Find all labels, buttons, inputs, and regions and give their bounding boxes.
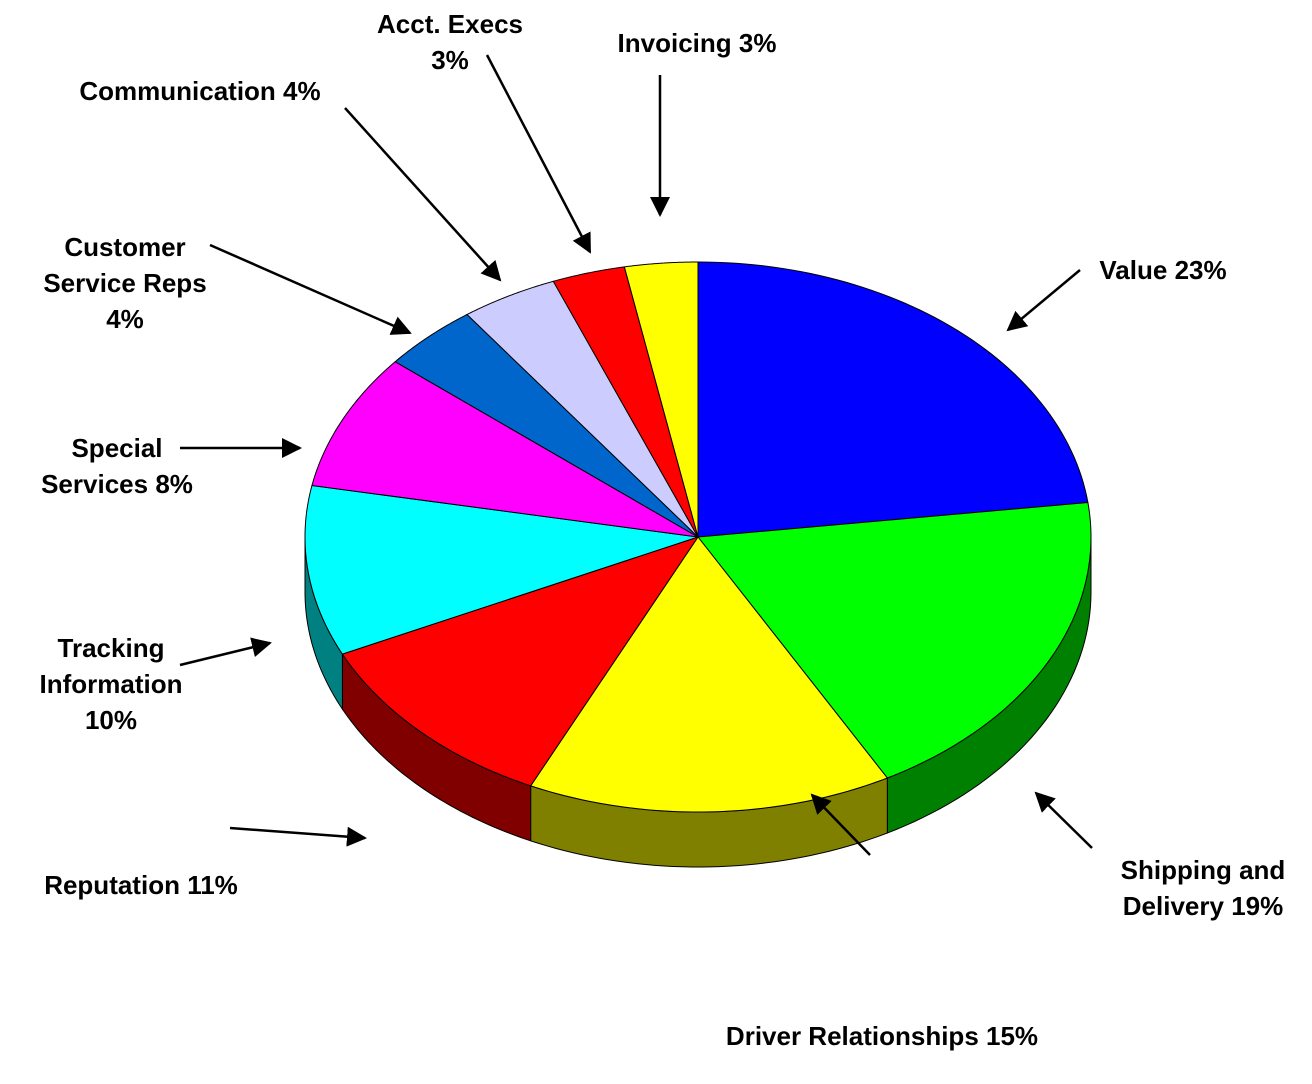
data-label: Invoicing 3%	[572, 25, 822, 61]
leader-arrow	[1006, 269, 1081, 332]
value-label: 23%	[1174, 255, 1227, 285]
data-label: Value 23%	[1053, 252, 1273, 288]
value-label: 4%	[283, 76, 321, 106]
leader-arrow	[229, 826, 367, 847]
data-label: Acct. Execs 3%	[355, 6, 545, 78]
slice	[697, 261, 1089, 538]
slice	[623, 261, 699, 538]
value-label: 10%	[84, 705, 138, 735]
slice	[529, 536, 889, 813]
value-label: 11%	[187, 870, 238, 900]
value-label: 15%	[986, 1021, 1039, 1051]
leader-arrow	[810, 793, 871, 856]
data-label: Reputation 11%	[41, 867, 241, 903]
slice	[311, 361, 699, 538]
leader-arrow	[344, 107, 502, 282]
category-name: Shipping and Delivery	[1120, 855, 1286, 921]
category-name: Special Services	[41, 433, 163, 499]
value-label: 19%	[1231, 891, 1284, 921]
category-name: Communication	[79, 76, 276, 106]
value-label: 4%	[106, 304, 144, 334]
category-name: Reputation	[44, 870, 180, 900]
leader-arrow	[209, 243, 412, 335]
data-label: Shipping and Delivery 19%	[1103, 852, 1303, 924]
category-name: Driver Relationships	[725, 1021, 979, 1051]
slice	[394, 313, 699, 538]
pie-sides	[304, 536, 1092, 868]
data-label: Tracking Information 10%	[22, 630, 200, 738]
category-name: Acct. Execs	[377, 9, 523, 39]
leader-arrow	[179, 637, 272, 667]
slice	[341, 536, 700, 787]
slice	[697, 501, 1092, 779]
data-label: Customer Service Reps 4%	[23, 229, 228, 337]
data-label: Special Services 8%	[27, 430, 207, 502]
value-label: 8%	[155, 469, 193, 499]
value-label: 3%	[431, 45, 469, 75]
data-label: Communication 4%	[40, 73, 360, 109]
leader-arrow	[1034, 791, 1093, 849]
category-name: Value	[1099, 255, 1168, 285]
data-label: Driver Relationships 15%	[717, 1018, 1047, 1054]
category-name: Tracking Information	[39, 633, 183, 699]
category-name: Customer Service Reps	[43, 232, 207, 298]
category-name: Invoicing	[617, 28, 732, 58]
leader-arrow	[485, 54, 592, 254]
slice	[552, 266, 699, 538]
slice	[304, 484, 699, 655]
value-label: 3%	[738, 28, 777, 58]
pie-tops	[304, 261, 1092, 813]
slice	[466, 280, 699, 538]
